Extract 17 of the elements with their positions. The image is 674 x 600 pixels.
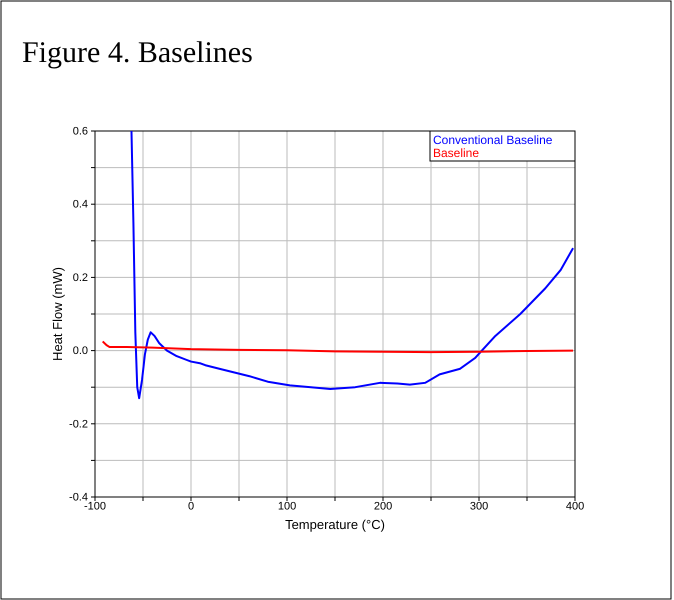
y-tick-label: 0.2 <box>72 272 88 284</box>
y-axis-title: Heat Flow (mW) <box>50 267 65 361</box>
x-tick-label: 300 <box>470 500 488 512</box>
text: Baseline <box>433 146 480 160</box>
x-tick-label: 400 <box>566 500 584 512</box>
chart-title: Figure 4. Baselines <box>22 36 253 69</box>
y-tick-label: 0.0 <box>72 345 88 358</box>
line-series <box>130 130 574 400</box>
x-axis-title: Temperature (°C) <box>285 517 385 532</box>
y-tick-label: -0.2 <box>69 418 88 430</box>
y-tick-label: 0.4 <box>72 198 88 211</box>
x-tick-label: 0 <box>188 500 194 512</box>
line-series <box>102 340 574 354</box>
x-tick-label: 100 <box>278 500 296 512</box>
text: Conventional Baseline <box>433 133 553 147</box>
y-tick-label: 0.6 <box>72 126 88 138</box>
x-tick-label: 200 <box>374 500 392 512</box>
